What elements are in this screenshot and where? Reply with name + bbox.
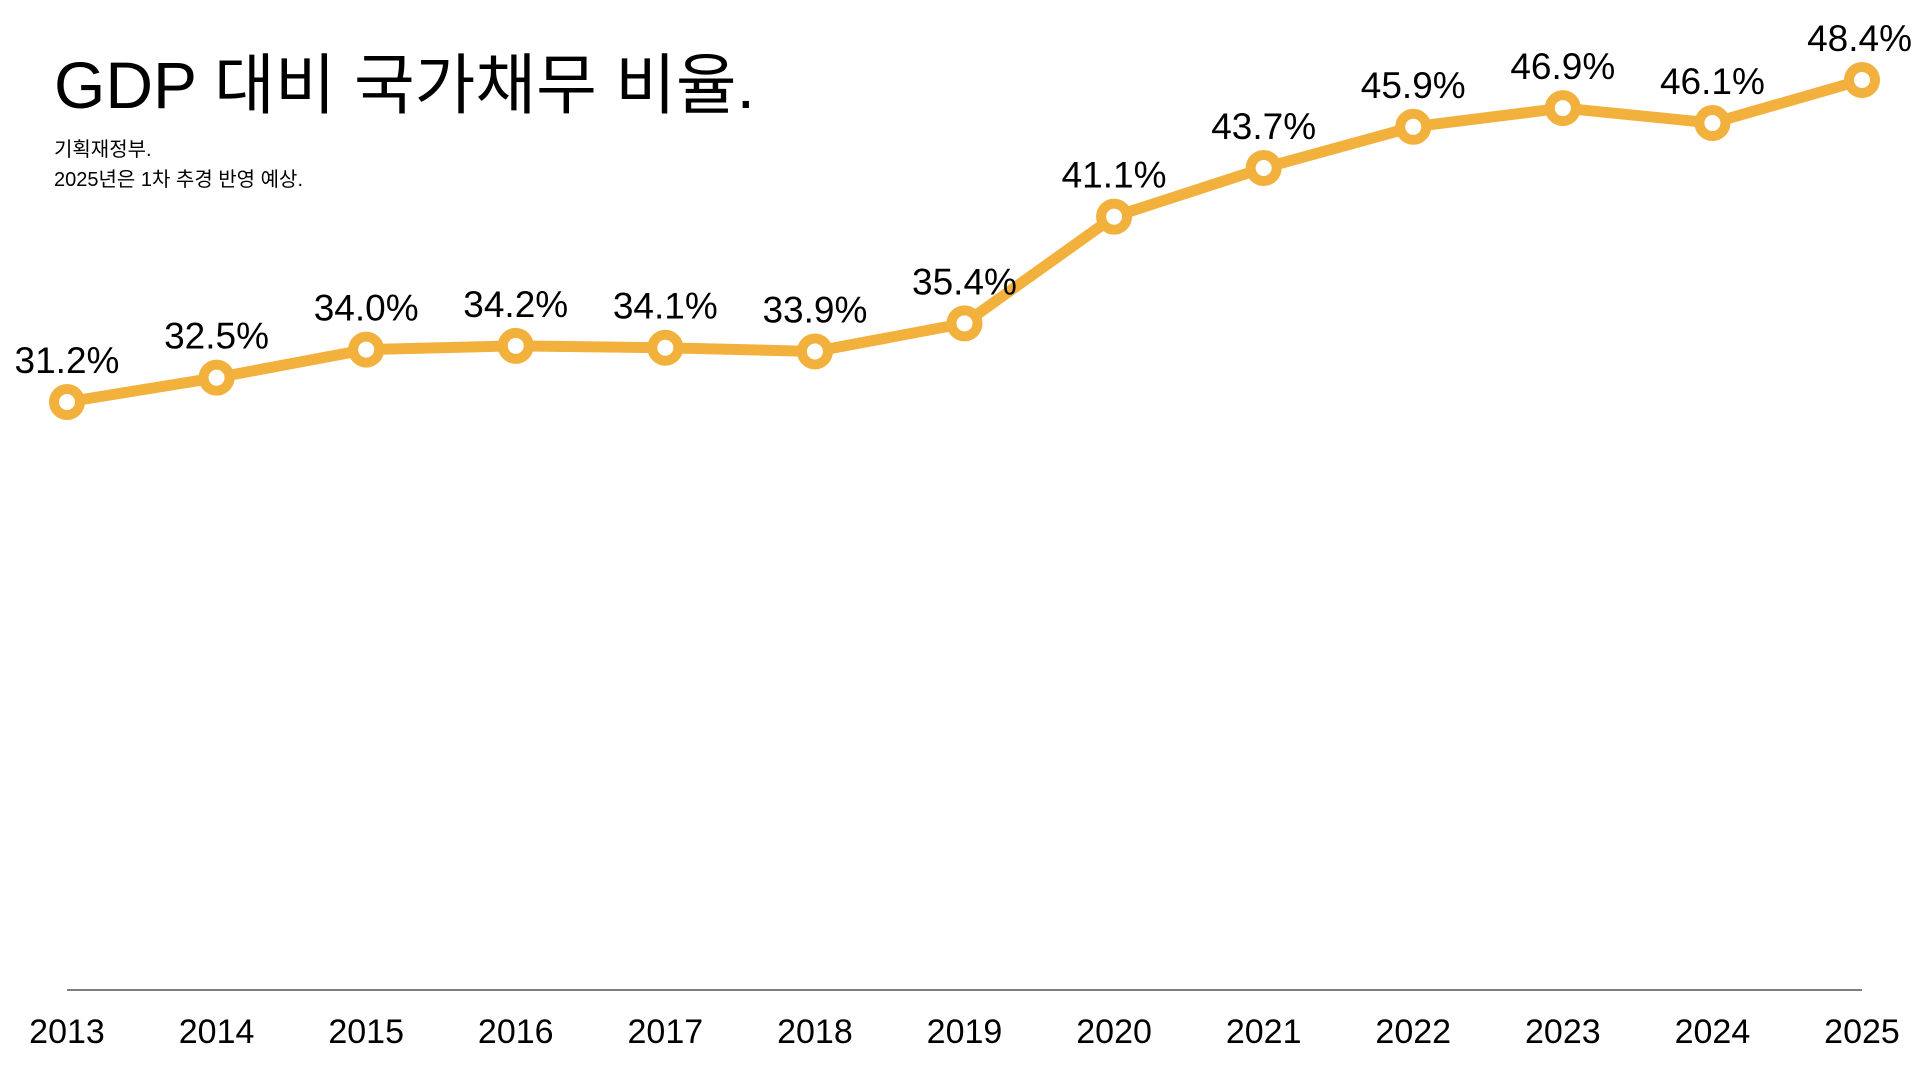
data-label: 33.9% <box>762 289 867 330</box>
chart-source-note: 기획재정부. <box>54 138 152 161</box>
x-tick-label: 2022 <box>1375 1013 1451 1051</box>
data-point <box>1245 149 1282 186</box>
data-point <box>1844 62 1880 98</box>
data-label: 46.1% <box>1660 61 1765 102</box>
x-tick-label: 2024 <box>1675 1013 1751 1051</box>
data-point <box>497 327 534 364</box>
data-point <box>946 305 983 342</box>
data-point <box>796 333 833 370</box>
data-label: 34.0% <box>314 288 419 329</box>
data-point <box>348 331 385 368</box>
x-tick-label: 2019 <box>927 1013 1003 1051</box>
data-point <box>647 329 684 366</box>
x-tick-label: 2013 <box>29 1013 105 1051</box>
x-tick-label: 2025 <box>1824 1013 1900 1051</box>
x-tick-label: 2020 <box>1076 1013 1152 1051</box>
series-layer: 31.2% 32.5% 34.0% 34.2% 34.1% 33.9% 35.4% 41.1%… <box>15 18 1912 420</box>
data-label: 35.4% <box>912 261 1017 302</box>
data-label: 41.1% <box>1062 155 1167 196</box>
x-tick-label: 2014 <box>179 1013 255 1051</box>
data-label: 31.2% <box>15 340 120 381</box>
data-point <box>1694 105 1731 142</box>
x-tick-label: 2015 <box>328 1013 404 1051</box>
data-label: 34.2% <box>463 284 568 325</box>
data-label: 43.7% <box>1211 106 1316 147</box>
chart-title: GDP 대비 국가채무 비율. <box>54 48 755 122</box>
data-label: 34.1% <box>613 286 718 327</box>
data-label: 48.4% <box>1807 18 1912 59</box>
x-tick-label: 2018 <box>777 1013 853 1051</box>
data-point <box>1096 198 1133 235</box>
chart-forecast-note: 2025년은 1차 추경 반영 예상. <box>54 168 303 191</box>
data-label: 32.5% <box>164 316 269 357</box>
x-tick-label: 2017 <box>628 1013 704 1051</box>
data-point <box>1544 90 1581 127</box>
x-axis-ticks: 2013 2014 2015 2016 2017 2018 2019 2020 2021 2022… <box>29 1013 1900 1051</box>
data-point <box>1395 108 1432 145</box>
data-label: 45.9% <box>1361 65 1466 106</box>
x-tick-label: 2023 <box>1525 1013 1601 1051</box>
data-label: 46.9% <box>1510 46 1615 87</box>
series-line <box>61 74 1868 408</box>
data-point <box>198 359 235 396</box>
x-tick-label: 2016 <box>478 1013 554 1051</box>
data-point <box>49 384 85 420</box>
x-tick-label: 2021 <box>1226 1013 1302 1051</box>
